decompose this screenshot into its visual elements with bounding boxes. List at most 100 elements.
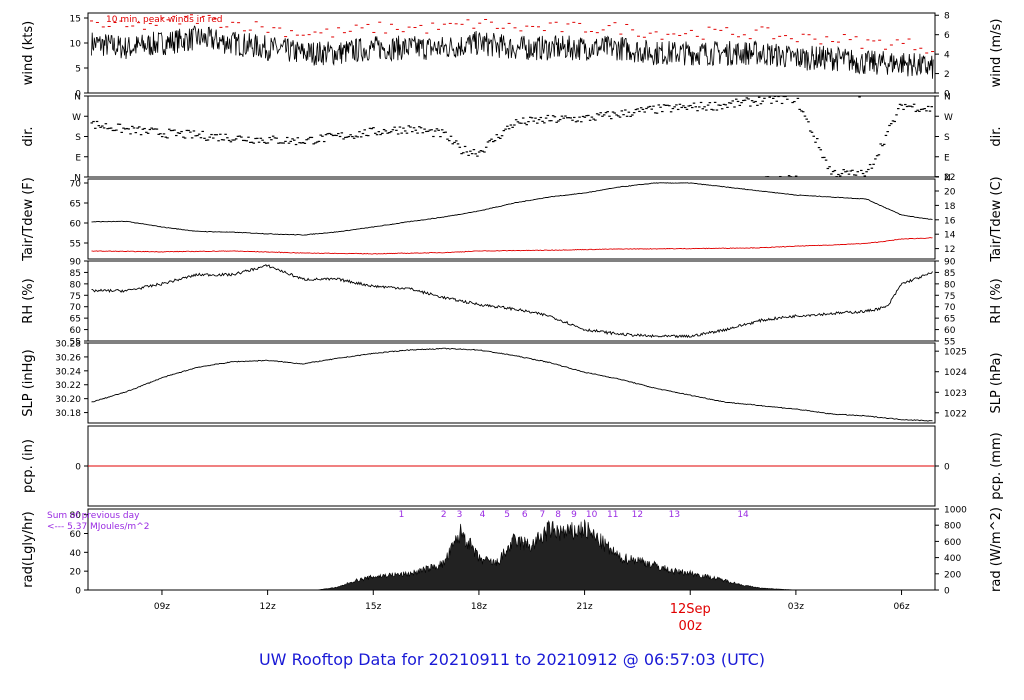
right-tick-label: 200 [944, 570, 961, 580]
right-tick-label: 8 [944, 12, 950, 22]
left-tick-label: W [72, 113, 81, 123]
left-tick-label: 0 [75, 587, 81, 597]
right-axis-label: wind (m/s) [989, 19, 1004, 88]
right-tick-label: 22 [944, 173, 955, 183]
right-tick-label: 0 [944, 587, 950, 597]
right-tick-label: 1024 [944, 368, 967, 378]
left-tick-label: 55 [70, 240, 81, 250]
right-tick-label: 6 [944, 31, 950, 41]
left-tick-label: 85 [70, 269, 81, 279]
left-axis-label: rad(Lgly/hr) [21, 511, 36, 587]
left-tick-label: N [74, 93, 81, 103]
series-tdew [91, 237, 933, 255]
panel-frame [87, 260, 936, 342]
series-rad [316, 519, 796, 590]
left-tick-label: 70 [70, 180, 82, 190]
right-tick-label: 1022 [944, 409, 967, 419]
left-tick-label: 30.18 [55, 409, 81, 419]
series-wind [91, 25, 934, 79]
left-tick-label: 60 [70, 530, 82, 540]
right-tick-label: 16 [944, 216, 956, 226]
left-tick-label: 15 [70, 15, 81, 25]
left-axis-label: pcp. (in) [21, 439, 36, 493]
left-tick-label: 30.28 [55, 340, 81, 350]
hour-mark-label: 13 [669, 510, 680, 520]
series-slp [91, 347, 933, 422]
hour-mark-label: 4 [480, 510, 486, 520]
right-tick-label: 400 [944, 554, 961, 564]
left-tick-label: 0 [75, 90, 81, 100]
panel-pcp: 0 0 pcp. (in) pcp. (mm) [21, 425, 1004, 507]
panel-temp-data [91, 182, 933, 255]
left-tick-label: 60 [70, 220, 82, 230]
left-tick-label: 90 [70, 258, 82, 268]
left-tick-label: 55 [70, 338, 81, 348]
panel-frame [87, 342, 936, 424]
right-tick-label: 800 [944, 522, 961, 532]
left-tick-label: 30.22 [55, 381, 81, 391]
wind-annotation: 10 min. peak winds in red [106, 15, 223, 25]
hour-mark-label: 7 [539, 510, 545, 520]
panel-rad-data [316, 519, 796, 590]
right-tick-label: 80 [944, 280, 956, 290]
right-axis-label: Tair/Tdew (C) [989, 176, 1004, 262]
left-tick-label: 10 [70, 40, 82, 50]
hour-mark-label: 11 [607, 510, 618, 520]
right-tick-label: 1000 [944, 506, 967, 516]
series-dir [90, 96, 933, 177]
panel-wind: 0 5 10 15 0 2 4 6 8 wind (kts) wind (m/s) 10 min. p… [21, 12, 1004, 100]
series-rh [91, 264, 933, 339]
date-label: 12Sep [670, 602, 711, 617]
left-tick-label: N [74, 174, 81, 184]
right-tick-label: W [944, 113, 953, 123]
left-tick-label: 20 [70, 568, 82, 578]
right-tick-label: 75 [944, 292, 955, 302]
right-tick-label: 14 [944, 231, 956, 241]
left-tick-label: S [75, 133, 81, 143]
right-axis-label: rad (W/m^2) [989, 507, 1004, 592]
left-axis-label: dir. [21, 126, 36, 146]
right-tick-label: S [944, 133, 950, 143]
right-tick-label: N [944, 174, 951, 184]
panel-wind-data [90, 14, 935, 79]
left-tick-label: 40 [70, 549, 82, 559]
panel-frame [87, 178, 936, 260]
hour-mark-label: 3 [457, 510, 463, 520]
right-axis-label: RH (%) [989, 278, 1004, 323]
left-tick-label: 30.20 [55, 395, 81, 405]
hour-mark-label: 5 [504, 510, 510, 520]
panel-slp: 30.18 30.20 30.22 30.24 30.26 30.28 1022 1023 10… [21, 340, 1004, 424]
right-tick-label: 70 [944, 303, 956, 313]
right-tick-label: 55 [944, 338, 955, 348]
left-axis-label: RH (%) [21, 278, 36, 323]
time-tick-label: 03z [788, 602, 804, 612]
left-tick-label: 70 [70, 303, 82, 313]
right-tick-label: 85 [944, 269, 955, 279]
series-peak [90, 14, 935, 54]
right-tick-label: 2 [944, 70, 950, 80]
right-tick-label: 600 [944, 538, 961, 548]
panel-temp: 55 60 65 70 12 14 16 18 20 22 Tair/Tdew (F) Tair/Td… [21, 173, 1004, 263]
left-tick-label: 60 [70, 326, 82, 336]
left-tick-label: 5 [75, 65, 81, 75]
right-tick-label: 1023 [944, 389, 967, 399]
time-tick-label: 18z [471, 602, 487, 612]
hour-marks: 1 2 3 4 5 6 7 8 9 10 11 12 13 14 [399, 510, 749, 520]
left-tick-label: 80 [70, 511, 82, 521]
time-tick-label: 12z [260, 602, 276, 612]
panel-frame [87, 12, 936, 94]
right-tick-label: 18 [944, 202, 956, 212]
hour-mark-label: 12 [632, 510, 643, 520]
right-tick-label: 60 [944, 326, 956, 336]
panel-frame [87, 95, 936, 178]
left-tick-label: 30.24 [55, 367, 81, 377]
hour-mark-label: 2 [441, 510, 447, 520]
left-tick-label: 80 [70, 280, 82, 290]
right-axis-label: pcp. (mm) [989, 432, 1004, 499]
left-tick-label: 65 [70, 200, 81, 210]
left-axis-label: SLP (inHg) [21, 349, 36, 417]
